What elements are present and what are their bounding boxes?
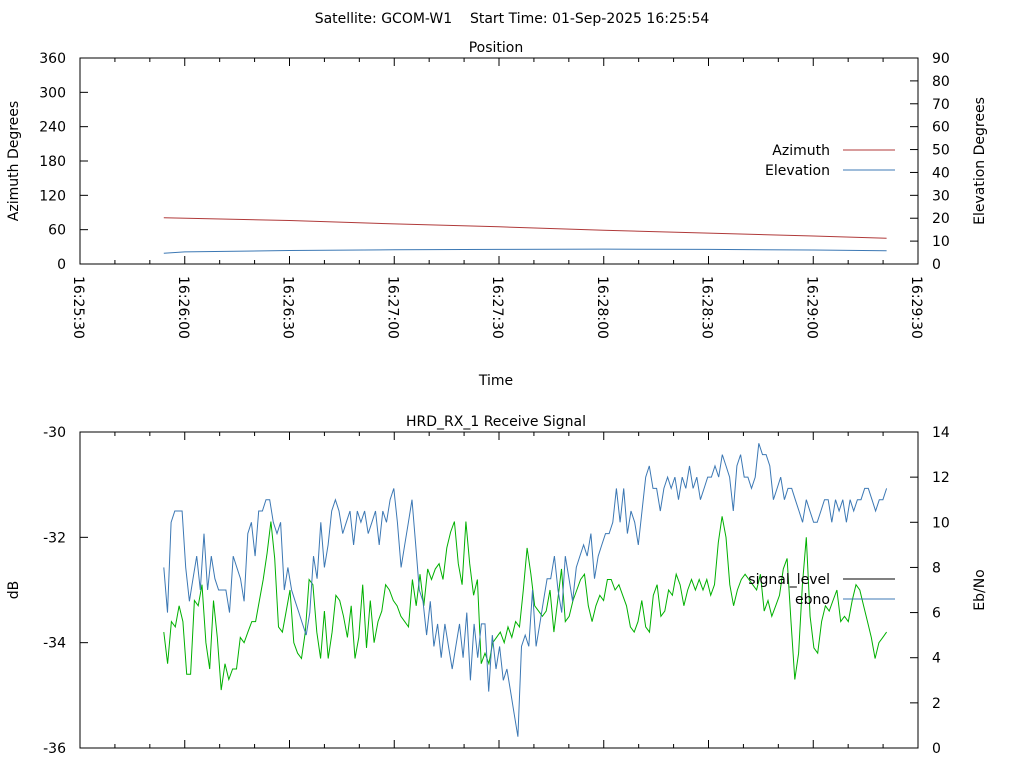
azimuth-tick-label: 0	[57, 257, 66, 273]
elevation-tick-label: 50	[932, 143, 950, 159]
azimuth-axis-label: Azimuth Degrees	[6, 101, 22, 221]
ebno-axis-label: Eb/No	[972, 569, 988, 611]
ebno-tick-label: 4	[932, 651, 941, 667]
position-chart: Position 16:25:30 16:26:00 16:26:30 16:27:0…	[6, 40, 988, 389]
page-title: Satellite: GCOM-W1 Start Time: 01-Sep-20…	[315, 11, 710, 27]
azimuth-tick-label: 60	[48, 223, 66, 239]
position-plot-frame	[79, 57, 919, 265]
legend-label: signal_level	[748, 572, 830, 588]
x-tick-label: 16:28:00	[594, 276, 610, 339]
legend-label: ebno	[795, 592, 830, 608]
x-tick-label: 16:27:00	[384, 276, 400, 339]
receive-signal-plot-frame	[79, 431, 919, 749]
ebno-tick-label: 2	[932, 696, 941, 712]
ebno-tick-label: 12	[932, 470, 950, 486]
x-tick-label: 16:29:00	[803, 276, 819, 339]
azimuth-tick-label: 180	[39, 154, 66, 170]
x-tick-label: 16:26:30	[280, 276, 296, 339]
receive-signal-chart-title: HRD_RX_1 Receive Signal	[406, 414, 586, 430]
ebno-tick-label: 6	[932, 606, 941, 622]
position-x-axis-label: Time	[478, 373, 513, 389]
db-tick-label: -30	[43, 425, 66, 441]
azimuth-tick-label: 120	[39, 188, 66, 204]
azimuth-tick-label: 300	[39, 85, 66, 101]
elevation-tick-label: 90	[932, 51, 950, 67]
elevation-tick-label: 40	[932, 165, 950, 181]
elevation-tick-label: 20	[932, 211, 950, 227]
elevation-axis-label: Elevation Degrees	[972, 97, 988, 225]
db-tick-label: -34	[43, 636, 66, 652]
ebno-tick-label: 10	[932, 515, 950, 531]
elevation-tick-label: 0	[932, 257, 941, 273]
signal-level-series-line	[163, 516, 888, 691]
azimuth-tick-label: 360	[39, 51, 66, 67]
db-axis-label: dB	[6, 581, 22, 600]
db-tick-label: -36	[43, 741, 66, 757]
position-chart-title: Position	[469, 40, 524, 56]
legend-label: Elevation	[765, 163, 830, 179]
x-tick-label: 16:25:30	[70, 276, 86, 339]
db-tick-label: -32	[43, 530, 66, 546]
elevation-tick-label: 70	[932, 97, 950, 113]
elevation-tick-label: 60	[932, 120, 950, 136]
ebno-tick-label: 14	[932, 425, 950, 441]
ebno-tick-label: 0	[932, 741, 941, 757]
x-tick-label: 16:26:00	[175, 276, 191, 339]
ebno-tick-label: 8	[932, 560, 941, 576]
x-tick-label: 16:28:30	[699, 276, 715, 339]
azimuth-tick-label: 240	[39, 120, 66, 136]
elevation-tick-label: 30	[932, 188, 950, 204]
receive-signal-chart: HRD_RX_1 Receive Signal -36 -34 -32 -30 0 2 4 6…	[6, 414, 988, 757]
ebno-series-line	[163, 443, 888, 737]
elevation-series-line	[163, 248, 887, 254]
legend-label: Azimuth	[772, 143, 830, 159]
elevation-tick-label: 10	[932, 234, 950, 250]
azimuth-series-line	[163, 217, 887, 239]
x-tick-label: 16:27:30	[489, 276, 505, 339]
x-tick-label: 16:29:30	[908, 276, 924, 339]
elevation-tick-label: 80	[932, 74, 950, 90]
